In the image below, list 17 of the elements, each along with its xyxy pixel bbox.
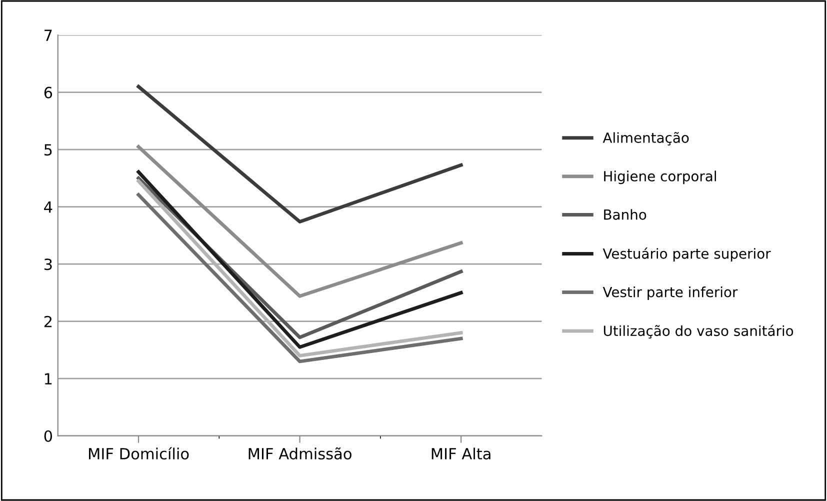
legend-label: Vestir parte inferior <box>602 286 738 300</box>
y-tick-label: 4 <box>44 202 52 213</box>
legend-label: Alimentação <box>602 132 689 146</box>
y-tick-label: 2 <box>44 316 52 328</box>
y-tick-label: 0 <box>44 430 52 442</box>
x-tick-label: MIF Admissão <box>248 447 352 460</box>
y-tick-label: 6 <box>44 86 52 98</box>
legend-label: Banho <box>604 209 646 220</box>
y-tick-label: 3 <box>44 258 52 270</box>
y-tick-label: 5 <box>44 144 52 156</box>
x-tick-label: MIF Alta <box>432 448 490 460</box>
y-tick-label: 7 <box>44 30 52 41</box>
legend-label: Utilização do vaso sanitário <box>604 324 794 339</box>
legend-label: Higiene corporal <box>604 170 716 184</box>
y-tick-label: 1 <box>44 373 52 384</box>
x-tick-label: MIF Domicílio <box>88 447 189 460</box>
legend-label: Vestuário parte superior <box>602 248 771 262</box>
